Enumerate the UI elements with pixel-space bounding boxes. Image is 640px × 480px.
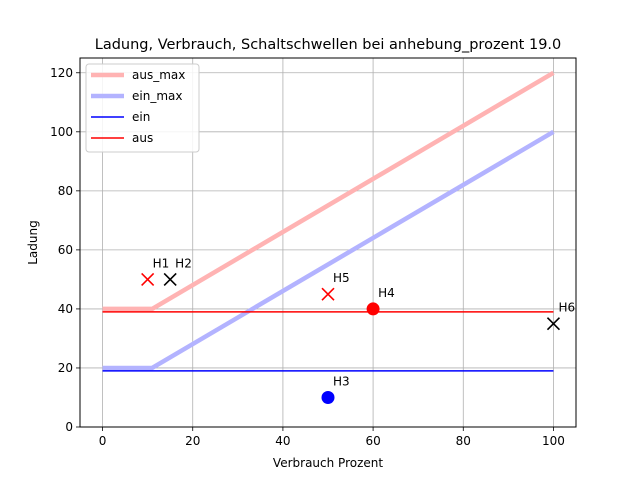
y-tick-label: 60 xyxy=(58,243,73,257)
y-tick-label: 0 xyxy=(65,420,73,434)
plot-frame xyxy=(79,57,577,428)
point-label-H4: H4 xyxy=(378,286,395,300)
data-point-H6 xyxy=(546,317,561,331)
data-point-H1 xyxy=(141,272,155,286)
x-tick-label: 0 xyxy=(99,434,107,448)
x-tick-label: 20 xyxy=(185,434,200,448)
legend-label-ein_max: ein_max xyxy=(132,89,182,103)
chart-title: Ladung, Verbrauch, Schaltschwellen bei a… xyxy=(95,37,562,53)
grid xyxy=(80,58,576,428)
y-tick-label: 80 xyxy=(58,184,73,198)
point-label-H2: H2 xyxy=(175,256,192,270)
x-tick-label: 60 xyxy=(365,434,380,448)
point-label-H5: H5 xyxy=(333,271,350,285)
series-line-ein_max xyxy=(102,129,555,371)
y-tick-label: 100 xyxy=(50,125,73,139)
y-tick-label: 20 xyxy=(58,361,73,375)
point-label-H6: H6 xyxy=(558,301,575,315)
legend-label-aus: aus xyxy=(132,131,153,145)
data-point-H4 xyxy=(366,302,380,316)
data-point-H5 xyxy=(321,287,335,301)
x-tick-label: 40 xyxy=(275,434,290,448)
x-tick-label: 80 xyxy=(456,434,471,448)
point-label-H3: H3 xyxy=(333,374,350,388)
legend-label-aus_max: aus_max xyxy=(132,68,185,82)
x-axis-label: Verbrauch Prozent xyxy=(273,456,383,470)
legend-label-ein: ein xyxy=(132,110,150,124)
x-tick-label: 100 xyxy=(542,434,565,448)
legend-box xyxy=(85,63,200,153)
y-axis-label: Ladung xyxy=(26,220,40,264)
y-tick-label: 120 xyxy=(50,66,73,80)
point-label-H1: H1 xyxy=(153,256,170,270)
series-layer xyxy=(102,70,555,372)
data-point-H2 xyxy=(163,272,177,286)
series-line-aus_max xyxy=(102,70,555,312)
data-point-H3 xyxy=(321,390,335,404)
ticks-layer: 0 20 40 60 80 100 0 20 40 60 80 100 120 xyxy=(50,66,565,448)
points-layer: H1 H2 H3 H4 H5 H6 xyxy=(141,256,575,404)
y-tick-label: 40 xyxy=(58,302,73,316)
